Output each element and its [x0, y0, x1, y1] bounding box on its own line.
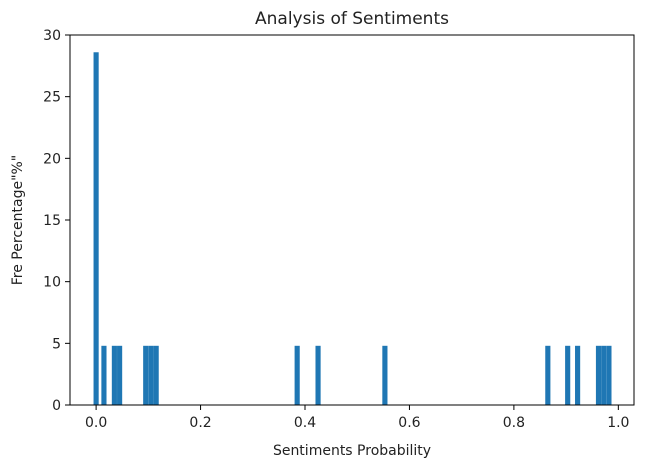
histogram-bar	[294, 345, 300, 405]
y-tick-label: 20	[43, 151, 61, 167]
histogram-bar	[143, 345, 149, 405]
x-axis-label: Sentiments Probability	[273, 443, 431, 459]
x-tick-label: 0.0	[85, 415, 107, 431]
histogram-bar	[315, 345, 321, 405]
histogram-bar	[93, 52, 99, 406]
histogram-bar	[111, 345, 117, 405]
chart-title: Analysis of Sentiments	[255, 9, 449, 29]
y-tick-label: 5	[52, 336, 61, 352]
y-tick-label: 15	[43, 213, 61, 229]
plot-frame	[69, 34, 635, 406]
x-tick-label: 1.0	[607, 415, 629, 431]
bars-group	[93, 52, 612, 406]
x-tick-label: 0.6	[398, 415, 420, 431]
x-tick-label: 0.4	[294, 415, 316, 431]
histogram-bar	[153, 345, 159, 405]
x-axis-ticks: 0.0 0.2 0.4 0.6 0.8 1.0	[85, 405, 629, 431]
histogram-bar	[606, 345, 612, 405]
y-tick-label: 0	[52, 398, 61, 414]
y-axis-label: Fre Percentage"%"	[10, 155, 26, 285]
histogram-bar	[148, 345, 154, 405]
y-axis-ticks: 0 5 10 15 20 25 30	[43, 28, 70, 414]
histogram-bar	[601, 345, 607, 405]
x-tick-label: 0.2	[189, 415, 211, 431]
histogram-bar	[382, 345, 388, 405]
histogram-bar	[545, 345, 551, 405]
histogram-bar	[565, 345, 571, 405]
y-tick-label: 25	[43, 90, 61, 106]
histogram-bar	[595, 345, 602, 405]
y-tick-label: 30	[43, 28, 61, 44]
x-tick-label: 0.8	[503, 415, 525, 431]
y-tick-label: 10	[43, 275, 61, 291]
histogram-bar	[117, 345, 123, 405]
histogram-bar	[101, 345, 107, 405]
histogram-bar	[575, 345, 581, 405]
